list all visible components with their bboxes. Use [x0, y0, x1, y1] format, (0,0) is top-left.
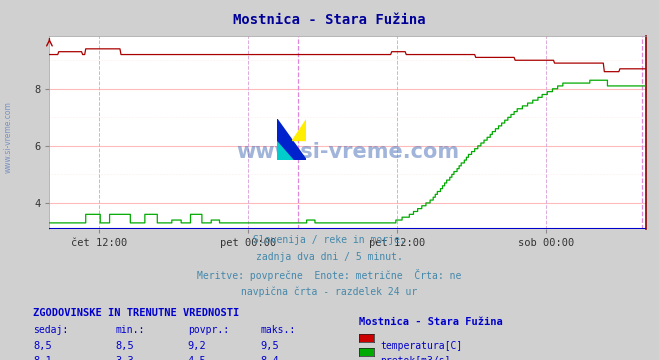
Polygon shape [277, 141, 293, 160]
Polygon shape [277, 119, 306, 160]
Text: Mostnica - Stara Fužina: Mostnica - Stara Fužina [359, 317, 503, 327]
Text: 8,5: 8,5 [33, 341, 51, 351]
Text: zadnja dva dni / 5 minut.: zadnja dva dni / 5 minut. [256, 252, 403, 262]
Text: Meritve: povprečne  Enote: metrične  Črta: ne: Meritve: povprečne Enote: metrične Črta:… [197, 269, 462, 281]
Text: navpična črta - razdelek 24 ur: navpična črta - razdelek 24 ur [241, 287, 418, 297]
Text: 9,2: 9,2 [188, 341, 206, 351]
Text: ZGODOVINSKE IN TRENUTNE VREDNOSTI: ZGODOVINSKE IN TRENUTNE VREDNOSTI [33, 308, 239, 318]
Polygon shape [291, 119, 306, 139]
Text: 8,1: 8,1 [33, 356, 51, 360]
Text: sedaj:: sedaj: [33, 325, 68, 335]
Text: min.:: min.: [115, 325, 145, 335]
Text: 8,4: 8,4 [260, 356, 279, 360]
Text: maks.:: maks.: [260, 325, 295, 335]
Text: www.si-vreme.com: www.si-vreme.com [236, 141, 459, 162]
Text: www.si-vreme.com: www.si-vreme.com [3, 101, 13, 173]
Text: Slovenija / reke in morje.: Slovenija / reke in morje. [253, 235, 406, 245]
Text: 9,5: 9,5 [260, 341, 279, 351]
Text: 8,5: 8,5 [115, 341, 134, 351]
Text: temperatura[C]: temperatura[C] [380, 341, 463, 351]
Text: 3,3: 3,3 [115, 356, 134, 360]
Text: Mostnica - Stara Fužina: Mostnica - Stara Fužina [233, 13, 426, 27]
Text: pretok[m3/s]: pretok[m3/s] [380, 356, 451, 360]
Text: povpr.:: povpr.: [188, 325, 229, 335]
Text: 4,5: 4,5 [188, 356, 206, 360]
